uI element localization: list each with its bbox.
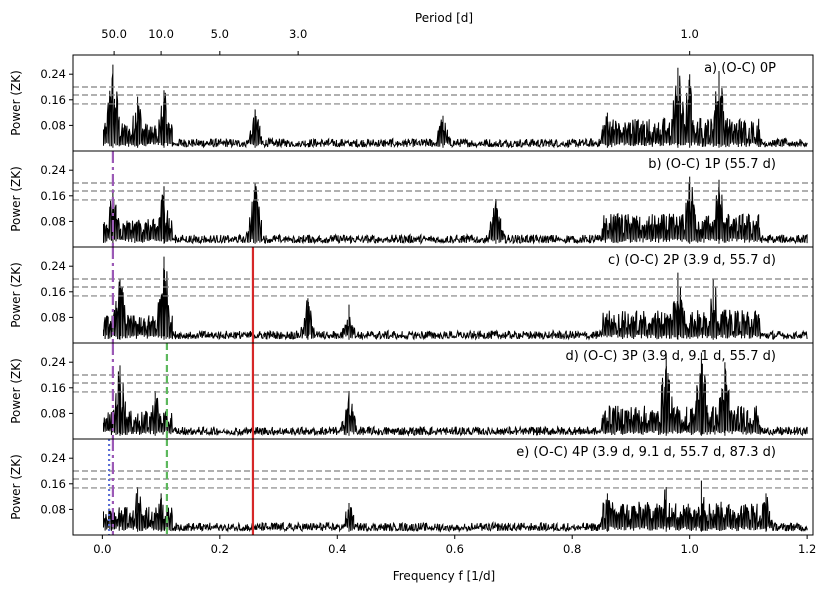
y-tick-label: 0.08 xyxy=(40,502,66,516)
y-tick-label: 0.08 xyxy=(40,406,66,420)
panels-layer: 0.08 0.16 0.24 Power (ZK) a) (O-C) 0P 0.08 0.1… xyxy=(9,54,814,539)
panel-label: d) (O-C) 3P (3.9 d, 9.1 d, 55.7 d) xyxy=(566,349,776,364)
x-tick-label: 1.2 xyxy=(798,542,816,556)
power-spectrum xyxy=(103,352,808,437)
y-tick-label: 0.16 xyxy=(40,477,66,491)
y-tick-label: 0.24 xyxy=(40,163,66,177)
top-tick-label: 3.0 xyxy=(289,27,307,41)
y-tick-label: 0.16 xyxy=(40,285,66,299)
x-tick-label: 0.2 xyxy=(211,542,229,556)
y-tick-label: 0.24 xyxy=(40,259,66,273)
panel-a: 0.08 0.16 0.24 Power (ZK) a) (O-C) 0P xyxy=(9,54,814,152)
y-tick-label: 0.24 xyxy=(40,451,66,465)
panel-label: c) (O-C) 2P (3.9 d, 55.7 d) xyxy=(608,253,776,268)
y-tick-label: 0.16 xyxy=(40,381,66,395)
power-spectrum xyxy=(103,64,808,149)
top-tick-label: 5.0 xyxy=(211,27,229,41)
x-tick-label: 1.0 xyxy=(681,542,699,556)
y-axis-label: Power (ZK) xyxy=(9,70,23,136)
y-axis-label: Power (ZK) xyxy=(9,262,23,328)
y-tick-label: 0.16 xyxy=(40,93,66,107)
top-tick-label: 50.0 xyxy=(101,27,127,41)
top-tick-label: 10.0 xyxy=(148,27,174,41)
x-tick-label: 0.4 xyxy=(328,542,346,556)
panel-label: b) (O-C) 1P (55.7 d) xyxy=(648,157,776,172)
x-tick-label: 0.8 xyxy=(563,542,581,556)
x-tick-label: 0.0 xyxy=(93,542,111,556)
panel-e: 0.08 0.16 0.24 Power (ZK) e) (O-C) 4P (3.9 d… xyxy=(9,438,814,539)
power-spectrum xyxy=(103,480,808,533)
bottom-frequency-axis: Frequency f [1/d] 0.0 0.2 0.4 0.6 0.8 1.0 1.2 xyxy=(93,542,816,583)
top-period-axis: Period [d] 50.0 10.0 5.0 3.0 1.0 xyxy=(101,11,699,55)
panel-label: e) (O-C) 4P (3.9 d, 9.1 d, 55.7 d, 87.3 … xyxy=(516,445,776,460)
y-tick-label: 0.08 xyxy=(40,214,66,228)
y-tick-label: 0.24 xyxy=(40,67,66,81)
y-tick-label: 0.24 xyxy=(40,355,66,369)
panel-label: a) (O-C) 0P xyxy=(704,61,776,76)
y-axis-label: Power (ZK) xyxy=(9,166,23,232)
y-axis-label: Power (ZK) xyxy=(9,358,23,424)
x-axis-label: Frequency f [1/d] xyxy=(393,569,496,583)
panel-b: 0.08 0.16 0.24 Power (ZK) b) (O-C) 1P (55.7 … xyxy=(9,150,814,248)
top-tick-label: 1.0 xyxy=(681,27,699,41)
panel-d: 0.08 0.16 0.24 Power (ZK) d) (O-C) 3P (3.9 d… xyxy=(9,342,814,440)
power-spectrum xyxy=(103,176,808,245)
power-spectrum xyxy=(103,256,808,341)
panel-frame xyxy=(72,438,814,536)
x-tick-label: 0.6 xyxy=(446,542,464,556)
top-axis-label: Period [d] xyxy=(415,11,473,25)
y-tick-label: 0.16 xyxy=(40,189,66,203)
y-tick-label: 0.08 xyxy=(40,310,66,324)
panel-c: 0.08 0.16 0.24 Power (ZK) c) (O-C) 2P (3.9 d… xyxy=(9,246,814,344)
y-axis-label: Power (ZK) xyxy=(9,454,23,520)
y-tick-label: 0.08 xyxy=(40,118,66,132)
